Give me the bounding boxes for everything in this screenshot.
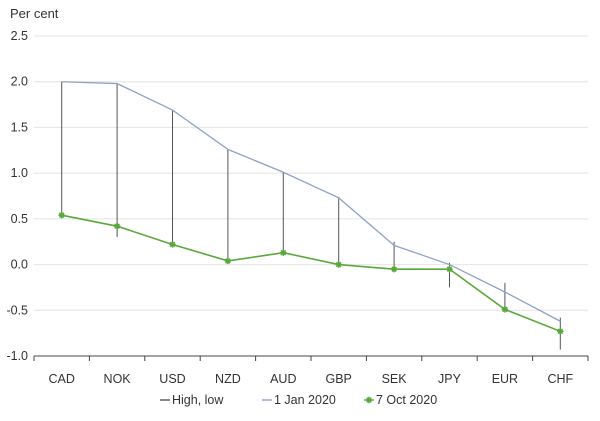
gridlines bbox=[34, 35, 588, 311]
high-low-range-lines bbox=[61, 81, 561, 350]
data-point bbox=[335, 261, 342, 268]
x-tick-label: SEK bbox=[382, 372, 408, 386]
y-tick-label: 0.0 bbox=[11, 258, 28, 272]
legend-label: 7 Oct 2020 bbox=[376, 393, 437, 407]
data-point bbox=[113, 222, 121, 230]
series-line bbox=[61, 81, 561, 322]
data-point bbox=[390, 265, 398, 273]
data-point bbox=[280, 249, 287, 256]
data-point bbox=[58, 212, 65, 219]
x-tick-label: NOK bbox=[104, 372, 132, 386]
marker-stroke bbox=[557, 328, 564, 335]
marker-stroke bbox=[366, 397, 372, 403]
data-point bbox=[169, 241, 176, 248]
legend: High, low 1 Jan 2020 7 Oct 2020 bbox=[160, 393, 437, 407]
legend-marker bbox=[365, 396, 373, 404]
marker-stroke bbox=[225, 258, 231, 264]
marker-stroke bbox=[58, 212, 65, 219]
y-tick-label: -0.5 bbox=[6, 303, 28, 317]
marker-stroke bbox=[446, 266, 453, 272]
legend-label: High, low bbox=[172, 393, 224, 407]
series-markers bbox=[58, 212, 564, 335]
marker-stroke bbox=[280, 249, 287, 256]
x-tick-labels: CAD NOK USD NZD AUD GBP SEK JPY EUR CHF bbox=[48, 372, 573, 386]
series-lines bbox=[61, 81, 561, 333]
y-axis-label: Per cent bbox=[10, 6, 59, 21]
x-tick-label: GBP bbox=[325, 372, 351, 386]
x-tick-label: AUD bbox=[270, 372, 296, 386]
y-tick-label: 1.5 bbox=[11, 120, 28, 134]
x-tick-label: CHF bbox=[547, 372, 573, 386]
marker-stroke bbox=[114, 223, 120, 229]
y-tick-label: -1.0 bbox=[6, 349, 28, 363]
series-line bbox=[61, 214, 561, 333]
y-tick-label: 1.0 bbox=[11, 166, 28, 180]
x-tick-label: NZD bbox=[215, 372, 241, 386]
marker-stroke bbox=[502, 306, 508, 313]
legend-label: 1 Jan 2020 bbox=[274, 393, 336, 407]
data-point bbox=[501, 306, 509, 313]
y-tick-label: 2.0 bbox=[11, 75, 28, 89]
y-tick-label: 0.5 bbox=[11, 212, 28, 226]
data-point bbox=[224, 257, 232, 265]
x-tick-label: EUR bbox=[492, 372, 518, 386]
x-tick-label: USD bbox=[159, 372, 185, 386]
data-point bbox=[557, 328, 564, 335]
x-tick-label: JPY bbox=[438, 372, 462, 386]
marker-stroke bbox=[169, 241, 176, 248]
y-tick-label: 2.5 bbox=[11, 29, 28, 43]
x-tick-label: CAD bbox=[48, 372, 74, 386]
x-axis bbox=[33, 355, 589, 361]
marker-stroke bbox=[335, 261, 342, 268]
marker-stroke bbox=[391, 266, 397, 272]
y-tick-labels: -1.0 -0.5 0.0 0.5 1.0 1.5 2.0 2.5 bbox=[6, 29, 28, 363]
data-point bbox=[446, 265, 453, 273]
